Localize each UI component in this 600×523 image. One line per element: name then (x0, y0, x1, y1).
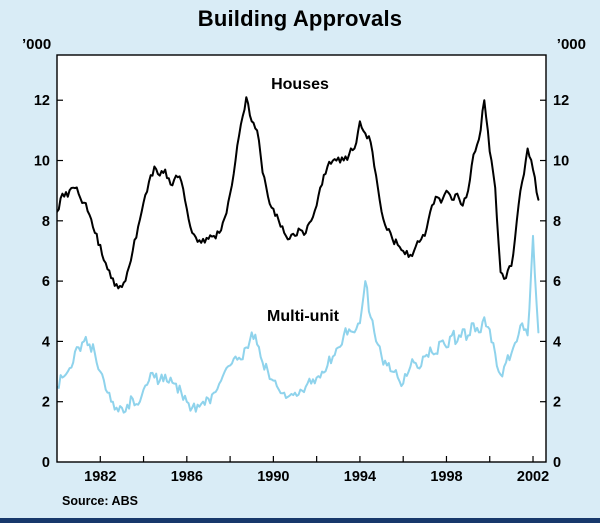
y-tick-label-left: 12 (34, 93, 50, 109)
y-tick-label-right: 10 (553, 154, 569, 170)
x-tick-label: 1990 (257, 469, 289, 485)
y-tick-label-right: 4 (553, 334, 561, 350)
x-tick-label: 1994 (344, 469, 376, 485)
series-line-multi-unit (57, 234, 540, 414)
plot-area (57, 55, 546, 462)
footer-accent-bar (0, 518, 600, 523)
source-note: Source: ABS (62, 494, 138, 508)
series-label-houses: Houses (271, 76, 329, 93)
y-tick-label-right: 12 (553, 93, 569, 109)
y-tick-label-right: 0 (553, 455, 561, 471)
series-line-houses (57, 96, 540, 290)
x-tick-label: 1986 (171, 469, 203, 485)
y-tick-label-right: 6 (553, 274, 561, 290)
series-label-multi: Multi-unit (267, 308, 339, 325)
plot-frame (56, 54, 547, 463)
y-tick-label-right: 2 (553, 395, 561, 411)
y-tick-label-left: 10 (34, 154, 50, 170)
y-tick-label-left: 8 (42, 214, 50, 230)
y-tick-label-left: 6 (42, 274, 50, 290)
x-tick-label: 1998 (430, 469, 462, 485)
x-tick-label: 2002 (517, 469, 549, 485)
y-axis-unit-left: ’000 (22, 36, 52, 53)
y-tick-label-right: 8 (553, 214, 561, 230)
y-axis-unit-right: ’000 (556, 36, 586, 53)
y-tick-label-left: 2 (42, 395, 50, 411)
x-tick-label: 1982 (84, 469, 116, 485)
series-group (57, 96, 540, 414)
chart-title: Building Approvals (197, 6, 403, 31)
y-tick-label-left: 0 (42, 455, 50, 471)
y-tick-label-left: 4 (42, 334, 50, 350)
